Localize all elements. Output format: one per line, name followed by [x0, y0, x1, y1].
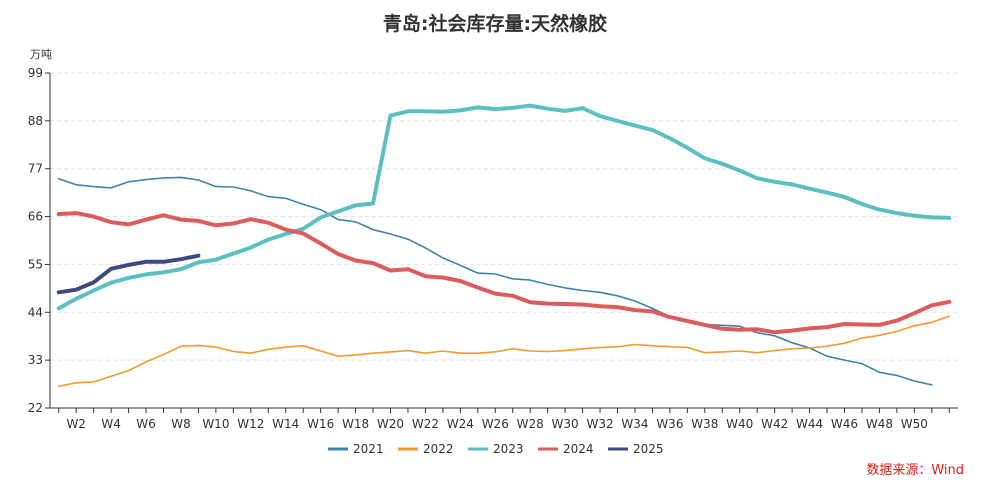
legend-label: 2021 — [353, 442, 384, 456]
legend-label: 2022 — [423, 442, 454, 456]
x-tick-label: W24 — [447, 417, 474, 431]
x-tick-label: W10 — [202, 417, 229, 431]
x-axis: W2 W4 W6 W8 W10 W12 W14 W16 W18 W20 W22 W24 W26 W28 W3… — [50, 407, 958, 431]
y-tick-label: 88 — [28, 114, 43, 128]
x-tick-label: W14 — [272, 417, 299, 431]
legend-item-2025[interactable]: 2025 — [608, 442, 664, 456]
y-axis: 22 33 44 55 66 77 88 99 — [28, 66, 51, 415]
series-line-2025 — [56, 253, 201, 295]
series-lines — [56, 103, 952, 388]
y-tick-label: 33 — [28, 353, 43, 367]
legend-item-2021[interactable]: 2021 — [328, 442, 384, 456]
x-tick-label: W50 — [901, 417, 928, 431]
legend-label: 2024 — [563, 442, 594, 456]
x-tick-label: W42 — [761, 417, 788, 431]
x-tick-label: W8 — [171, 417, 191, 431]
x-tick-label: W48 — [866, 417, 893, 431]
series-line-2022 — [57, 315, 951, 388]
x-tick-label: W38 — [691, 417, 718, 431]
x-tick-label: W6 — [136, 417, 156, 431]
y-tick-label: 99 — [28, 66, 43, 80]
x-tick-label: W20 — [377, 417, 404, 431]
y-tick-label: 22 — [28, 401, 43, 415]
x-tick-label: W34 — [621, 417, 648, 431]
x-tick-label: W44 — [796, 417, 823, 431]
y-tick-label: 44 — [28, 305, 43, 319]
y-axis-unit-label: 万吨 — [30, 48, 52, 61]
y-tick-label: 55 — [28, 257, 43, 271]
y-tick-label: 66 — [28, 210, 43, 224]
x-tick-label: W18 — [342, 417, 369, 431]
x-tick-label: W26 — [482, 417, 509, 431]
legend-label: 2023 — [493, 442, 524, 456]
legend-item-2023[interactable]: 2023 — [468, 442, 524, 456]
x-tick-label: W16 — [307, 417, 334, 431]
x-tick-label: W22 — [412, 417, 439, 431]
y-tick-label: 77 — [28, 162, 43, 176]
grid-lines — [50, 72, 958, 361]
series-line-2021 — [57, 176, 933, 386]
x-tick-label: W46 — [831, 417, 858, 431]
x-tick-label: W36 — [656, 417, 683, 431]
x-tick-label: W30 — [552, 417, 579, 431]
x-tick-label: W40 — [726, 417, 753, 431]
x-tick-label: W4 — [101, 417, 121, 431]
legend-item-2022[interactable]: 2022 — [398, 442, 454, 456]
source-note: 数据来源：Wind — [866, 463, 964, 478]
x-tick-label: W28 — [517, 417, 544, 431]
legend-label: 2025 — [633, 442, 664, 456]
x-tick-label: W32 — [586, 417, 613, 431]
chart-title: 青岛:社会库存量:天然橡胶 — [383, 12, 607, 35]
legend-item-2024[interactable]: 2024 — [538, 442, 594, 456]
legend[interactable]: 2021 2022 2023 2024 2025 — [328, 442, 664, 456]
series-line-2023 — [56, 103, 952, 311]
series-line-2024 — [56, 211, 952, 335]
x-tick-label: W2 — [66, 417, 86, 431]
x-tick-label: W12 — [237, 417, 264, 431]
